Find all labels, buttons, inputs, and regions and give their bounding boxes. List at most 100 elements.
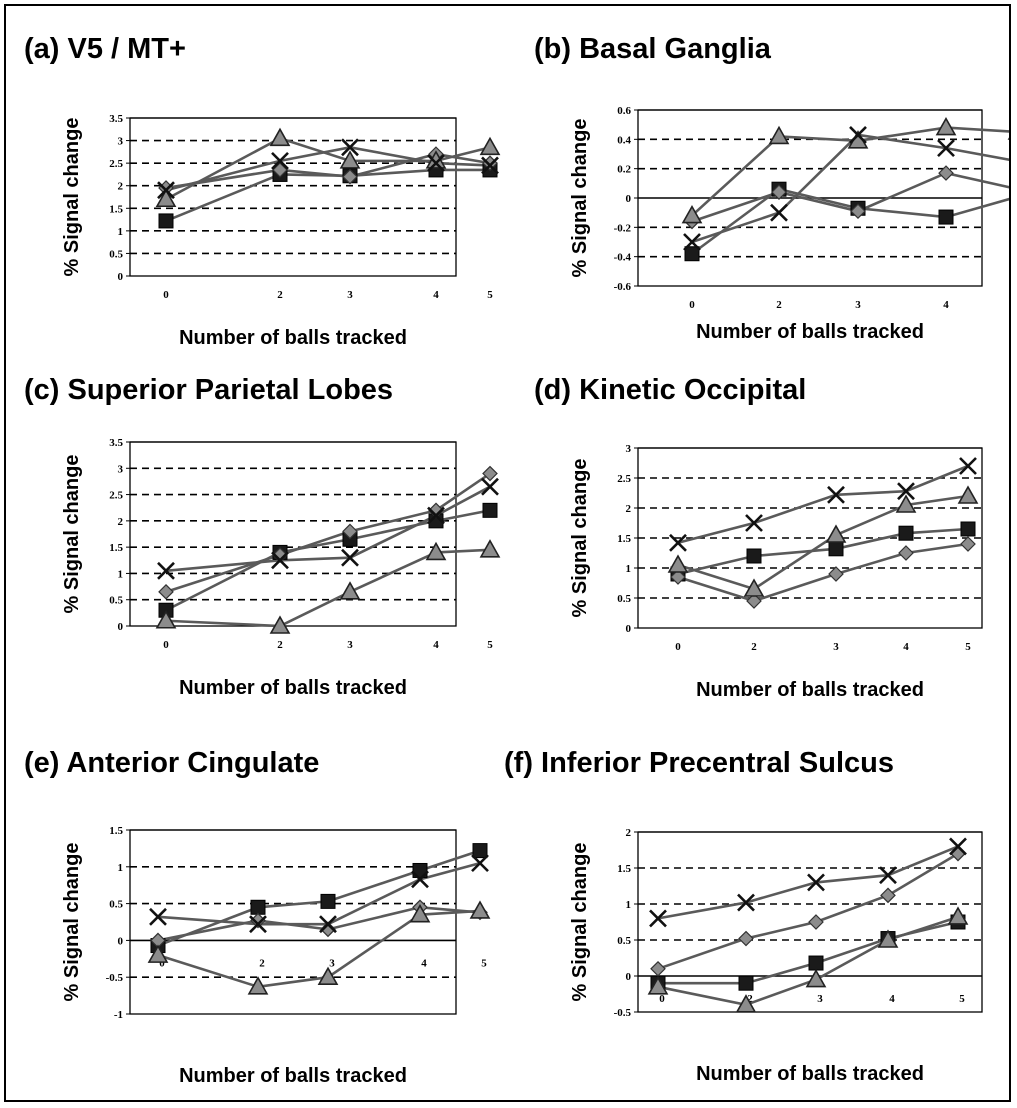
data-point-square xyxy=(808,955,824,971)
y-tick-label: 2.5 xyxy=(109,490,123,502)
plot-frame xyxy=(129,117,457,277)
cross-stroke xyxy=(157,561,175,580)
series-line-diamond xyxy=(677,542,969,603)
cross-stroke xyxy=(481,477,499,496)
data-point-square xyxy=(938,209,954,225)
x-tick-label: 3 xyxy=(347,289,353,301)
data-point-cross xyxy=(737,893,755,912)
data-point-cross xyxy=(471,854,489,873)
cross-stroke xyxy=(827,485,845,504)
data-point-diamond xyxy=(828,566,844,582)
data-point-triangle xyxy=(479,136,501,156)
data-point-triangle xyxy=(339,581,361,600)
series-line-triangle xyxy=(165,548,491,628)
y-axis-label: % Signal change xyxy=(61,843,83,1002)
y-tick-label: 0.5 xyxy=(109,899,123,911)
y-tick-label: 1 xyxy=(626,563,632,575)
cross-stroke xyxy=(683,233,701,251)
x-tick-label: 3 xyxy=(329,957,335,969)
data-point-triangle xyxy=(269,127,291,147)
data-point-square xyxy=(828,541,844,557)
y-tick-label: 0 xyxy=(626,193,632,205)
y-tick-label: 3 xyxy=(118,136,124,148)
data-point-diamond xyxy=(960,536,976,552)
chart-panel-5: (f) Inferior Precentral Sulcus % Signal c… xyxy=(504,747,983,1085)
x-tick-label: 5 xyxy=(959,993,965,1005)
cross-stroke xyxy=(669,533,687,552)
cross-stroke xyxy=(271,551,289,570)
data-point-triangle xyxy=(269,615,291,634)
data-point-cross xyxy=(770,203,788,222)
x-tick-label: 4 xyxy=(889,993,895,1005)
cross-stroke xyxy=(249,915,267,934)
data-point-cross xyxy=(649,909,667,928)
cross-stroke xyxy=(271,151,289,170)
cross-stroke xyxy=(737,893,755,912)
data-point-square xyxy=(738,975,754,991)
chart-title: (c) Superior Parietal Lobes xyxy=(24,374,393,406)
y-tick-label: 1.5 xyxy=(617,533,631,545)
data-point-diamond xyxy=(808,914,824,930)
cross-stroke xyxy=(149,907,167,926)
data-point-triangle xyxy=(735,994,757,1013)
y-tick-label: -0.5 xyxy=(106,972,124,984)
data-point-cross xyxy=(271,151,289,170)
data-point-cross xyxy=(745,514,763,532)
chart-title: (e) Anterior Cingulate xyxy=(24,747,319,779)
data-point-cross xyxy=(249,915,267,934)
y-axis-label: % Signal change xyxy=(569,459,591,618)
x-tick-label: 4 xyxy=(433,289,439,301)
x-tick-label: 5 xyxy=(481,957,487,969)
x-axis-label: Number of balls tracked xyxy=(696,679,924,701)
data-point-cross xyxy=(879,866,897,885)
x-tick-label: 2 xyxy=(277,289,283,301)
cross-stroke xyxy=(879,866,897,885)
series-line-triangle xyxy=(657,915,959,1007)
chart-title: (f) Inferior Precentral Sulcus xyxy=(504,747,894,779)
y-tick-label: -0.5 xyxy=(614,1007,632,1019)
y-tick-label: -1 xyxy=(114,1009,123,1021)
data-point-triangle xyxy=(409,904,431,923)
x-axis-label: Number of balls tracked xyxy=(696,321,924,343)
y-tick-label: 1.5 xyxy=(617,863,631,875)
x-axis-label: Number of balls tracked xyxy=(179,1065,407,1087)
cross-stroke xyxy=(897,482,915,501)
y-tick-label: 1.5 xyxy=(109,542,123,554)
x-tick-label: 3 xyxy=(817,993,823,1005)
y-tick-label: 3 xyxy=(118,463,124,475)
data-point-diamond xyxy=(850,203,866,220)
plot-frame xyxy=(129,441,457,627)
data-point-cross xyxy=(341,548,359,567)
y-tick-label: 1 xyxy=(118,568,124,580)
data-point-cross xyxy=(319,915,337,934)
y-tick-label: 1 xyxy=(626,899,632,911)
y-tick-label: 2.5 xyxy=(617,473,631,485)
x-tick-label: 0 xyxy=(659,993,665,1005)
data-point-triangle xyxy=(147,944,169,963)
y-tick-label: 0 xyxy=(626,623,632,635)
y-tick-label: 1 xyxy=(118,862,124,874)
data-point-triangle xyxy=(155,610,177,629)
data-point-cross xyxy=(481,156,499,175)
x-axis-label: Number of balls tracked xyxy=(179,677,407,699)
x-tick-label: 4 xyxy=(903,641,909,653)
series-line-cross xyxy=(691,133,1009,244)
data-point-cross xyxy=(949,837,967,856)
data-point-cross xyxy=(959,457,977,475)
data-point-triangle xyxy=(469,900,491,919)
cross-stroke xyxy=(649,909,667,928)
data-point-cross xyxy=(669,533,687,552)
y-tick-label: 2 xyxy=(626,503,632,515)
x-tick-label: 0 xyxy=(159,957,165,969)
cross-stroke xyxy=(959,457,977,475)
cross-stroke xyxy=(427,154,445,173)
y-tick-label: 1.5 xyxy=(109,825,123,837)
data-point-triangle xyxy=(877,929,899,948)
y-tick-label: 3 xyxy=(626,443,632,455)
x-tick-label: 5 xyxy=(965,641,971,653)
data-point-cross xyxy=(849,126,867,144)
x-tick-label: 0 xyxy=(163,639,169,651)
data-point-triangle xyxy=(743,578,765,597)
y-tick-label: 1.5 xyxy=(109,203,123,215)
data-point-diamond xyxy=(771,184,787,200)
